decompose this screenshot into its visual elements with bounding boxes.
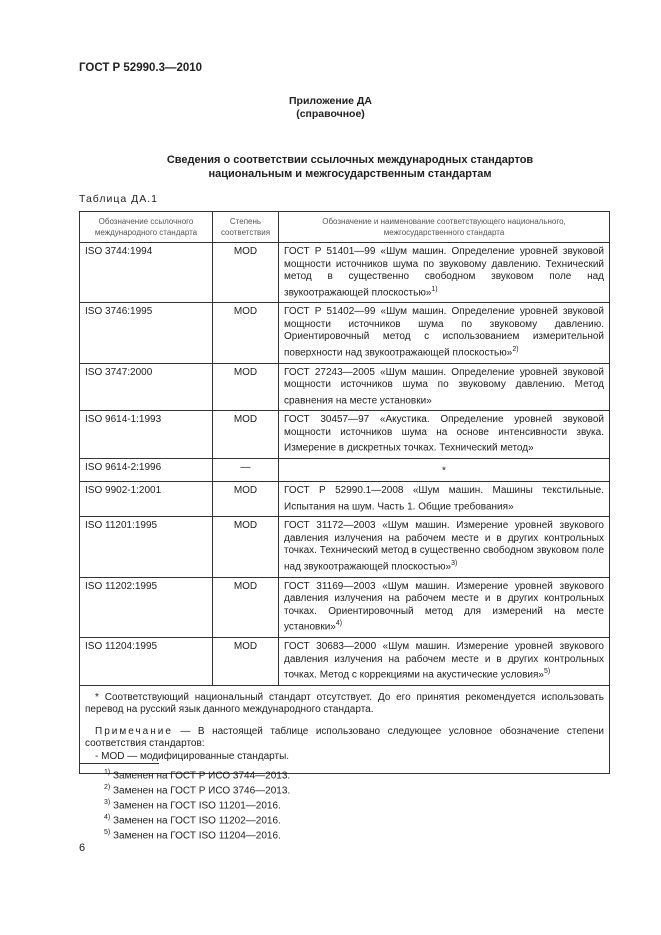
footnote-mark: 5) xyxy=(104,829,111,836)
iso-cell: ISO 11202:1995 xyxy=(79,576,213,639)
gost-cell: ГОСТ 31172—2003 «Шум машин. Измерение ур… xyxy=(278,516,610,578)
gost-cell: ГОСТ 27243—2005 «Шум машин. Определение … xyxy=(278,362,610,412)
table-row: ISO 9614-1:1993 MOD ГОСТ 30457—97 «Акуст… xyxy=(79,410,610,460)
footnote-text: Заменен на ГОСТ Р ИСО 3744—2013. xyxy=(113,770,291,782)
footnote-mark: 4) xyxy=(104,814,111,821)
footnote-mark: 2) xyxy=(104,784,111,791)
footnote-text: Заменен на ГОСТ Р ИСО 3746—2013. xyxy=(113,785,291,797)
correspondence-table: Обозначение ссылочного международного ст… xyxy=(79,211,610,775)
gost-cell: ГОСТ Р 51401—99 «Шум машин. Определение … xyxy=(278,241,610,304)
gost-text: ГОСТ 30683—2000 «Шум машин. Измерение ур… xyxy=(284,641,604,681)
degree-cell: MOD xyxy=(212,241,279,304)
appendix-subtitle: (справочное) xyxy=(296,108,365,120)
degree-cell: MOD xyxy=(212,302,279,364)
iso-cell: ISO 9614-1:1993 xyxy=(79,410,213,460)
table-row: ISO 9902-1:2001 MOD ГОСТ Р 52990.1—2008 … xyxy=(79,481,610,518)
gost-cell: ГОСТ Р 51402—99 «Шум машин. Определение … xyxy=(278,302,610,364)
footnote: 4) Заменен на ГОСТ ISO 11202—2016. xyxy=(104,814,281,826)
gost-text: ГОСТ 30457—97 «Акустика. Определение уро… xyxy=(284,414,604,454)
footnote-ref: 2) xyxy=(512,345,519,353)
document-header: ГОСТ Р 52990.3—2010 xyxy=(79,62,203,74)
footnote-text: Заменен на ГОСТ ISO 11204—2016. xyxy=(113,830,281,842)
gost-text: ГОСТ Р 52990.1—2008 «Шум машин. Машины т… xyxy=(284,485,604,512)
gost-text: ГОСТ 31172—2003 «Шум машин. Измерение ур… xyxy=(284,520,604,573)
footnote-ref: 3) xyxy=(451,559,458,567)
gost-cell: ГОСТ 30457—97 «Акустика. Определение уро… xyxy=(278,410,610,460)
gost-text: * xyxy=(442,465,446,477)
column-header: Обозначение и наименование соответствующ… xyxy=(278,211,610,243)
footnote-mark: 3) xyxy=(104,799,111,806)
gost-cell: ГОСТ 31169—2003 «Шум машин. Измерение ур… xyxy=(278,576,610,639)
footnote: 1) Заменен на ГОСТ Р ИСО 3744—2013. xyxy=(104,769,290,781)
degree-cell: MOD xyxy=(212,516,279,578)
footnote-text: Заменен на ГОСТ ISO 11201—2016. xyxy=(113,800,281,812)
gost-text: ГОСТ Р 51402—99 «Шум машин. Определение … xyxy=(284,306,604,359)
gost-cell: * xyxy=(278,458,610,483)
table-row: ISO 11201:1995 MOD ГОСТ 31172—2003 «Шум … xyxy=(79,516,610,578)
gost-text: ГОСТ 31169—2003 «Шум машин. Измерение ур… xyxy=(284,580,604,633)
table-row: ISO 3744:1994 MOD ГОСТ Р 51401—99 «Шум м… xyxy=(79,241,610,304)
degree-cell: MOD xyxy=(212,481,279,518)
table-row: ISO 3747:2000 MOD ГОСТ 27243—2005 «Шум м… xyxy=(79,362,610,412)
gost-text: ГОСТ 27243—2005 «Шум машин. Определение … xyxy=(284,366,604,406)
section-title-line2: национальным и межгосударственным станда… xyxy=(208,168,492,180)
degree-cell: MOD xyxy=(212,410,279,460)
footnote-text: Заменен на ГОСТ ISO 11202—2016. xyxy=(113,815,281,827)
note-star: * Соответствующий национальный стандарт … xyxy=(85,691,604,716)
footnote-ref: 1) xyxy=(431,285,438,293)
gost-text: ГОСТ Р 51401—99 «Шум машин. Определение … xyxy=(284,246,604,298)
gost-cell: ГОСТ 30683—2000 «Шум машин. Измерение ур… xyxy=(278,637,610,686)
table-row: ISO 11202:1995 MOD ГОСТ 31169—2003 «Шум … xyxy=(79,576,610,639)
iso-cell: ISO 3746:1995 xyxy=(79,302,213,364)
iso-cell: ISO 3744:1994 xyxy=(79,241,213,304)
footnote: 3) Заменен на ГОСТ ISO 11201—2016. xyxy=(104,799,281,811)
footnote: 2) Заменен на ГОСТ Р ИСО 3746—2013. xyxy=(104,784,290,796)
degree-cell: — xyxy=(212,458,279,483)
table-notes: * Соответствующий национальный стандарт … xyxy=(79,684,610,775)
footnote: 5) Заменен на ГОСТ ISO 11204—2016. xyxy=(104,829,281,841)
note-text: — В настоящей таблице использовано следу… xyxy=(85,725,604,750)
iso-cell: ISO 11204:1995 xyxy=(79,637,213,686)
iso-cell: ISO 11201:1995 xyxy=(79,516,213,578)
table-row: ISO 3746:1995 MOD ГОСТ Р 51402—99 «Шум м… xyxy=(79,302,610,364)
note-paragraph: Примечание — В настоящей таблице использ… xyxy=(85,726,604,751)
iso-cell: ISO 9614-2:1996 xyxy=(79,458,213,483)
table-row: ISO 11204:1995 MOD ГОСТ 30683—2000 «Шум … xyxy=(79,637,610,686)
page-number: 6 xyxy=(79,842,86,854)
iso-cell: ISO 9902-1:2001 xyxy=(79,481,213,518)
gost-cell: ГОСТ Р 52990.1—2008 «Шум машин. Машины т… xyxy=(278,481,610,518)
column-header: Обозначение ссылочного международного ст… xyxy=(79,211,213,243)
footnote-mark: 1) xyxy=(104,769,111,776)
appendix-title: Приложение ДА xyxy=(289,95,372,107)
footnote-ref: 5) xyxy=(544,668,551,676)
degree-cell: MOD xyxy=(212,637,279,686)
degree-cell: MOD xyxy=(212,362,279,412)
note-label: Примечание xyxy=(95,725,173,737)
footnote-ref: 4) xyxy=(335,620,343,628)
iso-cell: ISO 3747:2000 xyxy=(79,362,213,412)
footnote-divider xyxy=(79,763,159,764)
degree-cell: MOD xyxy=(212,576,279,639)
table-row: ISO 9614-2:1996 — * xyxy=(79,458,610,483)
column-header: Степень соответствия xyxy=(212,211,279,243)
section-title-line1: Сведения о соответствии ссылочных междун… xyxy=(166,154,534,166)
note-item: - MOD — модифицированные стандарты. xyxy=(95,750,290,762)
table-caption: Таблица ДА.1 xyxy=(79,193,158,205)
